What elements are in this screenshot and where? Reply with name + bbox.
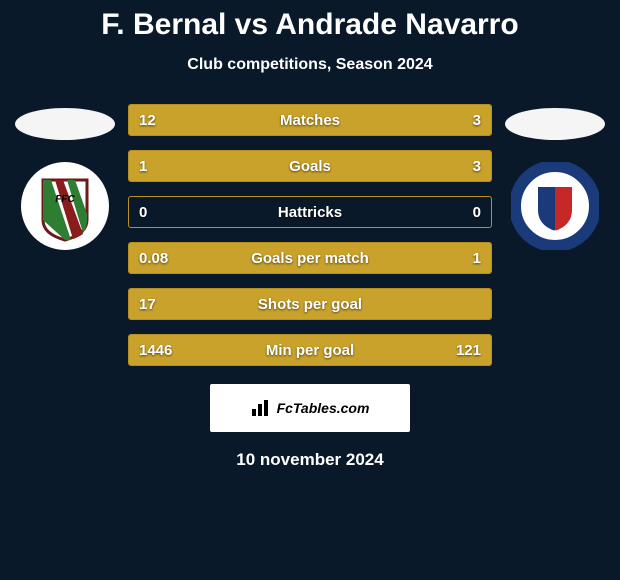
stat-row: 0.08 Goals per match 1 (128, 242, 492, 274)
subtitle: Club competitions, Season 2024 (0, 56, 620, 74)
stat-row: 0 Hattricks 0 (128, 196, 492, 228)
stats-list: 12 Matches 3 1 Goals 3 0 Hattricks 0 0.08 Goals pe… (120, 104, 500, 366)
attribution-label: FcTables.com (277, 400, 370, 416)
fortaleza-badge-icon: FORTALEZA FORTALEZA (511, 162, 599, 250)
stat-value-left: 1446 (139, 342, 172, 359)
stat-value-right: 1 (473, 250, 481, 267)
stat-value-left: 0.08 (139, 250, 168, 267)
stat-label: Hattricks (278, 204, 342, 221)
svg-text:FFC: FFC (55, 194, 75, 205)
stat-label: Goals (289, 158, 331, 175)
stat-row: 1446 Min per goal 121 (128, 334, 492, 366)
left-column: FFC (10, 104, 120, 250)
stat-value-left: 17 (139, 296, 156, 313)
stat-row: 1 Goals 3 (128, 150, 492, 182)
page-title: F. Bernal vs Andrade Navarro (0, 8, 620, 42)
stat-bar-right (220, 151, 492, 181)
stat-bar-left (129, 105, 419, 135)
attribution-box: FcTables.com (210, 384, 410, 432)
left-club-badge: FFC (21, 162, 109, 250)
right-oval (505, 108, 605, 140)
stat-value-right: 3 (473, 158, 481, 175)
date-label: 10 november 2024 (0, 450, 620, 470)
left-oval (15, 108, 115, 140)
stat-value-right: 121 (456, 342, 481, 359)
right-column: FORTALEZA FORTALEZA (500, 104, 610, 250)
stat-value-right: 0 (473, 204, 481, 221)
stat-row: 17 Shots per goal (128, 288, 492, 320)
stat-label: Min per goal (266, 342, 354, 359)
stat-value-left: 12 (139, 112, 156, 129)
right-club-badge: FORTALEZA FORTALEZA (511, 162, 599, 250)
stat-label: Matches (280, 112, 340, 129)
stat-value-left: 1 (139, 158, 147, 175)
stat-label: Goals per match (251, 250, 369, 267)
stat-label: Shots per goal (258, 296, 362, 313)
stat-value-right: 3 (473, 112, 481, 129)
stat-value-left: 0 (139, 204, 147, 221)
fluminense-badge-icon: FFC (21, 162, 109, 250)
comparison-area: FFC 12 Matches 3 1 Goals 3 0 Hattricks 0 0.08 Goal… (0, 104, 620, 366)
bars-icon (251, 399, 273, 417)
stat-row: 12 Matches 3 (128, 104, 492, 136)
